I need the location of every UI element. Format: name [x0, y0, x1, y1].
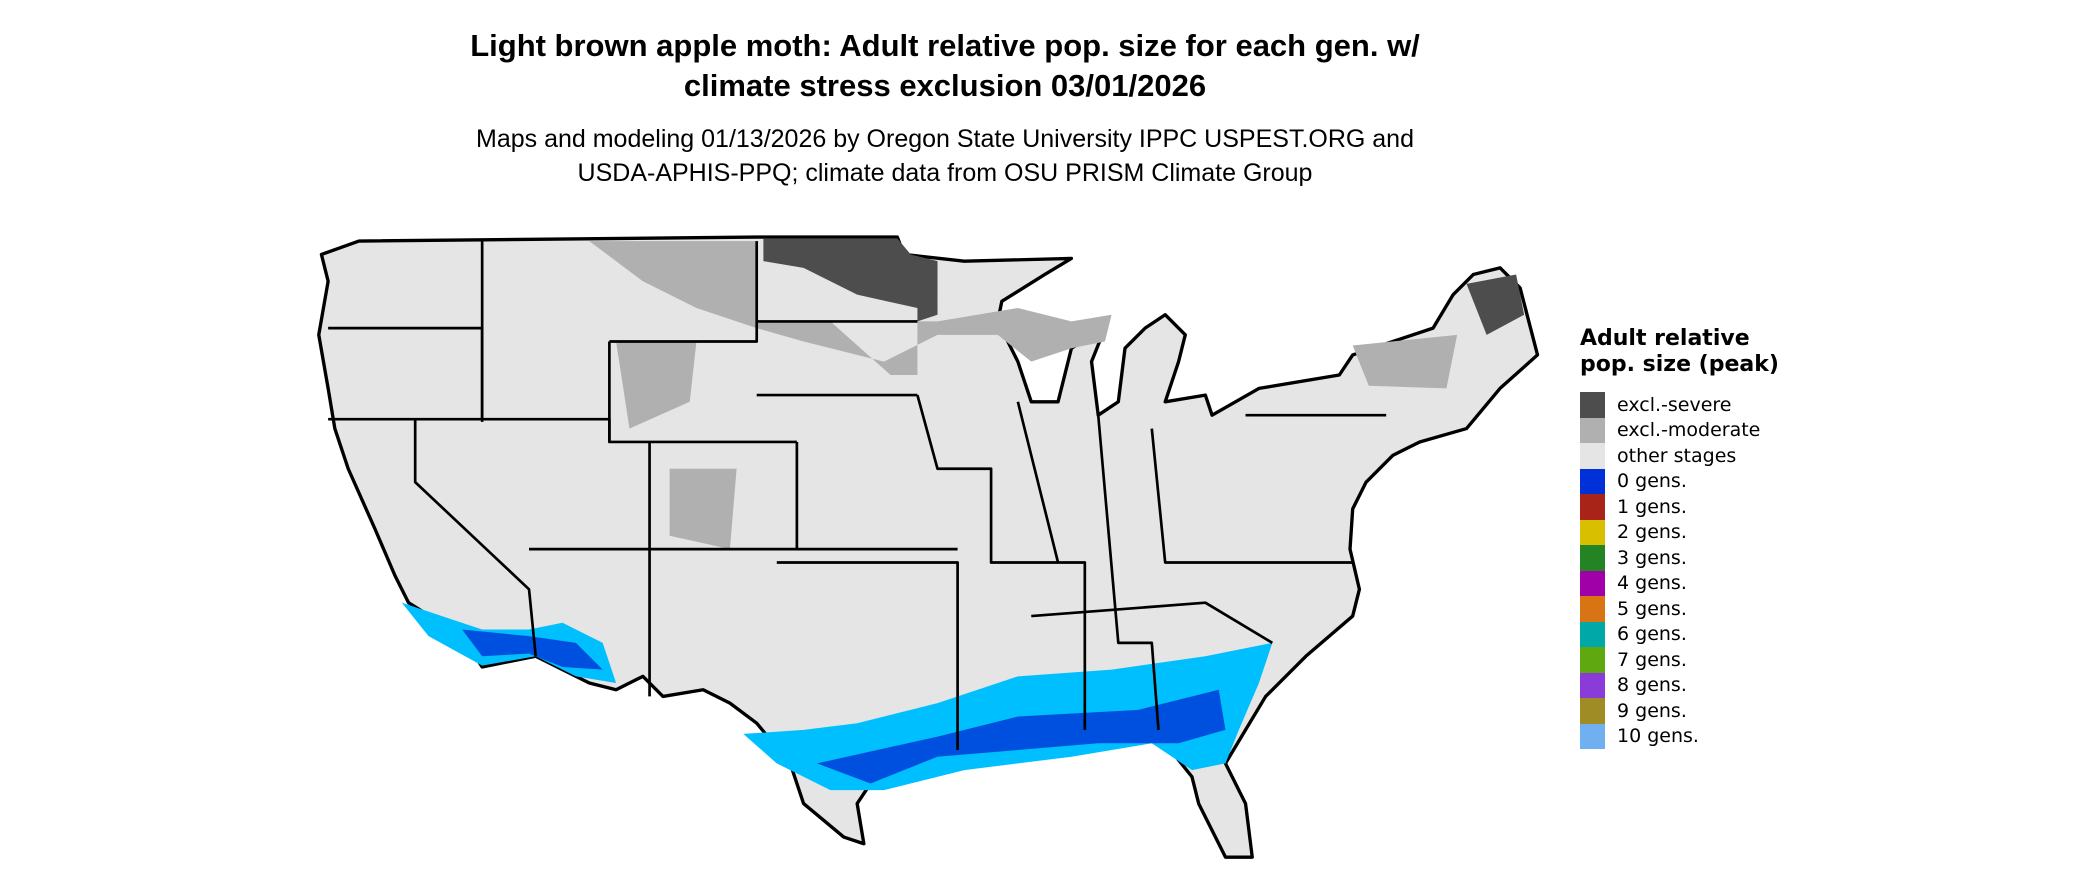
legend-title: Adult relative pop. size (peak): [1580, 326, 1779, 377]
map-title-line-2: climate stress exclusion 03/01/2026: [683, 68, 1207, 103]
legend-item: 6 gens.: [1580, 621, 1800, 647]
state-borders: [328, 241, 1387, 751]
legend-item: 10 gens.: [1580, 723, 1800, 749]
legend-item: 5 gens.: [1580, 596, 1800, 622]
legend-item: 9 gens.: [1580, 698, 1800, 724]
legend-label: 10 gens.: [1617, 725, 1699, 748]
region-excl-severe-north: [763, 238, 938, 322]
legend-label: 4 gens.: [1617, 572, 1687, 595]
legend-swatch: [1580, 647, 1605, 673]
legend-swatch: [1580, 468, 1605, 494]
legend-label: 7 gens.: [1617, 648, 1687, 671]
region-excl-moderate-colorado: [669, 468, 737, 550]
legend-swatch: [1580, 392, 1605, 418]
region-excl-moderate-wyoming: [616, 341, 697, 429]
map-subtitle-line-2: USDA-APHIS-PPQ; climate data from OSU PR…: [577, 159, 1313, 187]
legend-swatch: [1580, 698, 1605, 724]
legend-label: 1 gens.: [1617, 495, 1687, 518]
legend-label: excl.-moderate: [1617, 419, 1761, 442]
legend-label: other stages: [1617, 444, 1737, 467]
legend-item: other stages: [1580, 443, 1800, 469]
legend-swatch: [1580, 494, 1605, 520]
legend-item: 7 gens.: [1580, 647, 1800, 673]
legend: Adult relative pop. size (peak) excl.-se…: [1580, 326, 1800, 749]
legend-swatch: [1580, 545, 1605, 571]
legend-swatch: [1580, 723, 1605, 749]
legend-label: 0 gens.: [1617, 470, 1687, 493]
legend-swatch: [1580, 443, 1605, 469]
region-excl-severe-maine: [1466, 274, 1525, 335]
legend-label: excl.-severe: [1617, 393, 1732, 416]
map-title: Light brown apple moth: Adult relative p…: [0, 26, 1890, 106]
map-subtitle-line-1: Maps and modeling 01/13/2026 by Oregon S…: [476, 125, 1414, 153]
region-excl-moderate-newyork: [1352, 334, 1458, 389]
legend-label: 2 gens.: [1617, 521, 1687, 544]
legend-swatch: [1580, 417, 1605, 443]
legend-item: 8 gens.: [1580, 672, 1800, 698]
legend-item: 4 gens.: [1580, 570, 1800, 596]
legend-swatch: [1580, 672, 1605, 698]
legend-item: 2 gens.: [1580, 519, 1800, 545]
legend-swatch: [1580, 570, 1605, 596]
legend-label: 9 gens.: [1617, 699, 1687, 722]
map-title-line-1: Light brown apple moth: Adult relative p…: [470, 28, 1420, 63]
legend-swatch: [1580, 596, 1605, 622]
region-gulf-dark-blue: [816, 689, 1226, 784]
region-southwest-dark-blue: [462, 629, 603, 670]
legend-item: 0 gens.: [1580, 468, 1800, 494]
map-subtitle: Maps and modeling 01/13/2026 by Oregon S…: [0, 122, 1890, 190]
legend-label: 5 gens.: [1617, 597, 1687, 620]
legend-label: 6 gens.: [1617, 623, 1687, 646]
legend-label: 3 gens.: [1617, 546, 1687, 569]
legend-swatch: [1580, 621, 1605, 647]
legend-item: 1 gens.: [1580, 494, 1800, 520]
legend-item: 3 gens.: [1580, 545, 1800, 571]
region-excl-moderate-north: [589, 241, 1112, 376]
legend-label: 8 gens.: [1617, 674, 1687, 697]
legend-swatch: [1580, 519, 1605, 545]
legend-item: excl.-severe: [1580, 392, 1800, 418]
legend-item: excl.-moderate: [1580, 417, 1800, 443]
